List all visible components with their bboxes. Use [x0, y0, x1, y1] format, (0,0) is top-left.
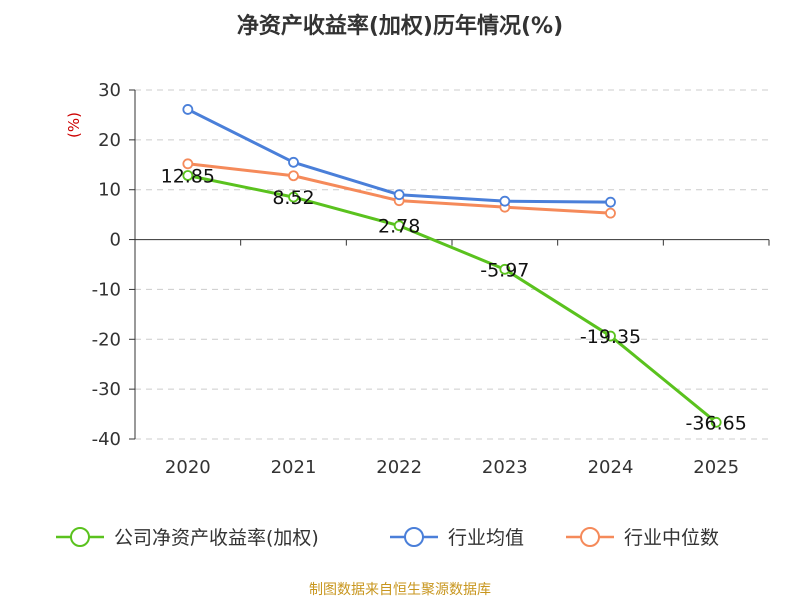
- data-point: [288, 191, 299, 203]
- data-point: [499, 263, 511, 275]
- source-note: 制图数据来自恒生聚源数据库: [309, 582, 491, 598]
- y-tick-label: -30: [92, 379, 121, 400]
- gridlines: [135, 89, 769, 440]
- data-label: 8.52: [272, 187, 314, 209]
- legend-marker: [70, 527, 90, 547]
- data-label: 12.85: [161, 166, 215, 188]
- legend-marker: [404, 527, 424, 547]
- series-2: [182, 158, 616, 219]
- legend-label: 行业均值: [448, 527, 524, 549]
- y-tick-label: -20: [92, 329, 121, 350]
- legend-item[interactable]: 公司净资产收益率(加权): [56, 527, 319, 549]
- data-point: [182, 170, 194, 181]
- data-point: [710, 416, 722, 428]
- data-point: [605, 207, 616, 219]
- data-label: 2.78: [378, 216, 420, 238]
- x-tick-label: 2025: [693, 457, 739, 478]
- data-point: [393, 220, 405, 232]
- data-labels: 12.85 8.52 2.78 -5.97 -19.35 -36.65: [161, 166, 747, 435]
- data-point: [499, 195, 511, 207]
- legend: 公司净资产收益率(加权) 行业均值 行业中位数: [56, 527, 719, 549]
- y-tick-label: 30: [98, 80, 121, 101]
- y-tick-label: -40: [92, 429, 121, 450]
- legend-marker: [580, 527, 600, 547]
- legend-label: 行业中位数: [624, 527, 719, 549]
- y-axis-label: (%): [65, 112, 83, 138]
- y-tick-label: -10: [92, 279, 121, 300]
- data-point: [182, 104, 194, 115]
- x-tick-label: 2020: [165, 457, 211, 478]
- data-label: -5.97: [480, 259, 529, 281]
- series-lines: [182, 104, 722, 428]
- legend-item[interactable]: 行业中位数: [566, 527, 719, 549]
- data-label: -36.65: [686, 412, 747, 434]
- axes: 30 20 10 0 -10 -20 -30 -40 2020 2021 2022 2023 2024 2…: [92, 80, 770, 478]
- x-tick-label: 2024: [588, 457, 634, 478]
- data-point: [605, 330, 616, 342]
- data-label: -19.35: [580, 326, 641, 348]
- legend-label: 公司净资产收益率(加权): [114, 527, 319, 549]
- series-line: [187, 174, 718, 424]
- legend-item[interactable]: 行业均值: [390, 527, 524, 549]
- data-point: [182, 158, 194, 170]
- data-point: [393, 189, 405, 201]
- chart-title: 净资产收益率(加权)历年情况(%): [237, 13, 563, 39]
- data-point: [605, 196, 616, 208]
- data-point: [288, 170, 299, 182]
- y-tick-label: 20: [98, 130, 121, 151]
- series-1: [182, 104, 616, 208]
- x-tick-label: 2022: [376, 457, 422, 478]
- y-tick-label: 0: [110, 230, 121, 251]
- series-0: [182, 170, 722, 428]
- x-tick-label: 2021: [271, 457, 317, 478]
- y-tick-label: 10: [98, 180, 121, 201]
- data-point: [288, 156, 299, 168]
- x-tick-label: 2023: [482, 457, 528, 478]
